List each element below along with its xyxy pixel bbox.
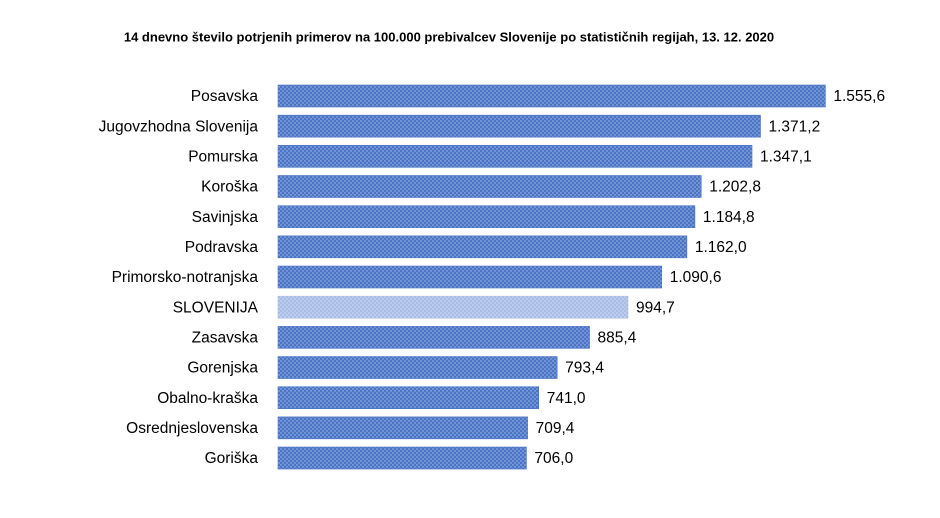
category-label: Goriška xyxy=(205,450,259,467)
bar xyxy=(277,265,663,289)
value-label: 709,4 xyxy=(536,420,575,437)
bar xyxy=(277,175,702,198)
bar xyxy=(277,416,528,440)
category-label: Savinjska xyxy=(192,209,259,226)
value-label: 885,4 xyxy=(598,329,637,346)
value-label: 1.184,8 xyxy=(703,209,755,226)
bar xyxy=(277,205,696,228)
category-label: Podravska xyxy=(185,239,259,256)
value-label: 994,7 xyxy=(636,299,675,316)
bar xyxy=(277,326,590,349)
category-label: SLOVENIJA xyxy=(173,299,259,316)
value-label: 1.555,6 xyxy=(833,88,885,105)
value-label: 1.371,2 xyxy=(768,118,820,135)
value-label: 1.162,0 xyxy=(695,239,747,256)
category-label: Obalno-kraška xyxy=(157,390,258,407)
category-label: Osrednjeslovenska xyxy=(126,420,258,437)
value-label: 1.202,8 xyxy=(709,179,761,196)
bar xyxy=(277,84,826,108)
category-label: Jugovzhodna Slovenija xyxy=(99,118,259,135)
bar xyxy=(277,356,558,379)
value-label: 741,0 xyxy=(547,390,586,407)
category-label: Zasavska xyxy=(192,329,259,346)
category-label: Posavska xyxy=(191,88,259,105)
value-label: 1.090,6 xyxy=(670,269,722,286)
bar xyxy=(277,446,527,470)
category-label: Primorsko-notranjska xyxy=(112,269,259,286)
value-label: 706,0 xyxy=(534,450,573,467)
category-label: Koroška xyxy=(201,179,258,196)
bar xyxy=(277,386,540,410)
value-label: 793,4 xyxy=(565,360,604,377)
bar xyxy=(277,295,629,319)
value-label: 1.347,1 xyxy=(760,148,812,165)
bar xyxy=(277,235,688,259)
category-label: Gorenjska xyxy=(187,360,258,377)
bar xyxy=(277,145,753,168)
chart-title: 14 dnevno število potrjenih primerov na … xyxy=(124,29,774,44)
category-label: Pomurska xyxy=(188,148,258,165)
bar xyxy=(277,114,761,138)
